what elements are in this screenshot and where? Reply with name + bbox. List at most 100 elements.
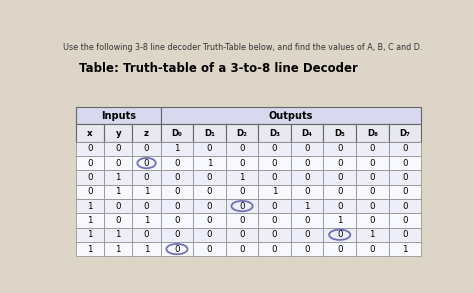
Bar xyxy=(291,185,323,199)
Text: 0: 0 xyxy=(402,144,408,153)
Bar xyxy=(193,170,226,185)
Text: 0: 0 xyxy=(239,202,245,211)
Bar xyxy=(258,242,291,256)
Bar xyxy=(161,142,193,156)
Text: 0: 0 xyxy=(207,187,212,196)
Text: 0: 0 xyxy=(337,202,343,211)
Bar xyxy=(389,199,421,213)
Text: 0: 0 xyxy=(116,202,121,211)
Text: 0: 0 xyxy=(207,144,212,153)
Text: Use the following 3-8 line decoder Truth-Table below, and find the values of A, : Use the following 3-8 line decoder Truth… xyxy=(63,43,423,52)
Text: y: y xyxy=(116,129,121,137)
Text: 0: 0 xyxy=(272,173,277,182)
Text: 0: 0 xyxy=(370,144,375,153)
Bar xyxy=(104,170,132,185)
Text: 0: 0 xyxy=(337,245,343,254)
Bar xyxy=(104,156,132,170)
Text: 0: 0 xyxy=(272,230,277,239)
Bar xyxy=(76,185,104,199)
Bar xyxy=(104,213,132,228)
Text: 0: 0 xyxy=(207,173,212,182)
Bar xyxy=(389,242,421,256)
Bar xyxy=(193,228,226,242)
Bar xyxy=(104,142,132,156)
Text: 0: 0 xyxy=(370,187,375,196)
Text: 0: 0 xyxy=(402,230,408,239)
Bar xyxy=(291,156,323,170)
Bar xyxy=(161,156,193,170)
Bar xyxy=(323,228,356,242)
Text: 1: 1 xyxy=(144,216,149,225)
Bar xyxy=(104,185,132,199)
Bar xyxy=(226,185,258,199)
Text: 1: 1 xyxy=(272,187,277,196)
Bar xyxy=(323,142,356,156)
Bar xyxy=(258,170,291,185)
Bar xyxy=(132,125,161,142)
Text: 1: 1 xyxy=(87,202,93,211)
Text: D₆: D₆ xyxy=(367,129,378,137)
Text: 1: 1 xyxy=(207,159,212,168)
Bar xyxy=(104,242,132,256)
Bar xyxy=(161,199,193,213)
Bar xyxy=(104,228,132,242)
Bar xyxy=(389,125,421,142)
Text: 0: 0 xyxy=(402,202,408,211)
Text: D₅: D₅ xyxy=(334,129,345,137)
Text: 0: 0 xyxy=(207,202,212,211)
Bar xyxy=(132,199,161,213)
Bar xyxy=(193,185,226,199)
Text: 0: 0 xyxy=(337,159,343,168)
Text: 0: 0 xyxy=(174,187,180,196)
Bar xyxy=(76,228,104,242)
Bar xyxy=(291,170,323,185)
Bar xyxy=(193,242,226,256)
Bar xyxy=(76,213,104,228)
Bar xyxy=(193,142,226,156)
Text: 0: 0 xyxy=(144,202,149,211)
Bar xyxy=(226,170,258,185)
Text: 0: 0 xyxy=(207,216,212,225)
Text: 0: 0 xyxy=(304,216,310,225)
Text: 0: 0 xyxy=(370,202,375,211)
Bar xyxy=(161,125,193,142)
Text: 0: 0 xyxy=(272,159,277,168)
Text: 0: 0 xyxy=(239,187,245,196)
Bar xyxy=(161,185,193,199)
Text: 0: 0 xyxy=(402,187,408,196)
Text: 0: 0 xyxy=(337,187,343,196)
Bar xyxy=(76,199,104,213)
Bar xyxy=(76,125,104,142)
Text: 0: 0 xyxy=(87,173,93,182)
Text: 0: 0 xyxy=(174,173,180,182)
Text: 0: 0 xyxy=(402,159,408,168)
Bar xyxy=(389,185,421,199)
Text: 0: 0 xyxy=(304,230,310,239)
Bar xyxy=(389,213,421,228)
Text: 0: 0 xyxy=(87,159,93,168)
Text: 0: 0 xyxy=(370,216,375,225)
Bar xyxy=(258,185,291,199)
Bar xyxy=(389,142,421,156)
Text: 0: 0 xyxy=(402,173,408,182)
Bar xyxy=(356,199,389,213)
Bar xyxy=(291,125,323,142)
Text: Outputs: Outputs xyxy=(269,111,313,121)
Bar xyxy=(76,156,104,170)
Text: 0: 0 xyxy=(174,159,180,168)
Text: D₂: D₂ xyxy=(237,129,247,137)
Text: 0: 0 xyxy=(207,245,212,254)
Text: 0: 0 xyxy=(337,173,343,182)
Text: D₃: D₃ xyxy=(269,129,280,137)
Text: Inputs: Inputs xyxy=(101,111,136,121)
Text: 0: 0 xyxy=(272,202,277,211)
Bar xyxy=(132,228,161,242)
Bar xyxy=(389,228,421,242)
Text: 0: 0 xyxy=(337,230,343,239)
Text: D₄: D₄ xyxy=(302,129,313,137)
Bar xyxy=(193,156,226,170)
Text: 1: 1 xyxy=(116,245,121,254)
Bar xyxy=(291,228,323,242)
Text: 0: 0 xyxy=(304,144,310,153)
Text: D₀: D₀ xyxy=(172,129,182,137)
